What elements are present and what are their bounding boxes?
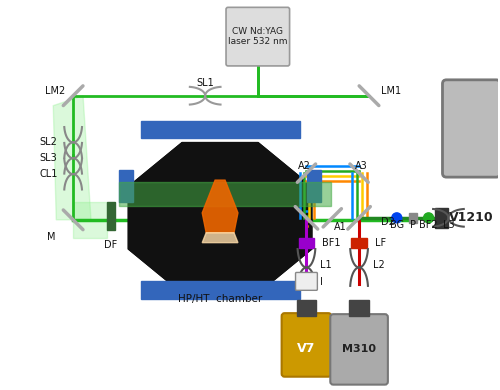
- Bar: [296, 300, 316, 316]
- Text: SL1: SL1: [196, 78, 214, 88]
- Text: LM1: LM1: [381, 86, 401, 96]
- Bar: [308, 170, 322, 202]
- Polygon shape: [202, 233, 238, 243]
- Text: V7: V7: [298, 342, 316, 355]
- Text: M: M: [47, 232, 56, 242]
- Text: D1: D1: [271, 217, 284, 227]
- Text: HP/HT  chamber: HP/HT chamber: [178, 294, 262, 304]
- Circle shape: [392, 213, 402, 223]
- Text: BF1: BF1: [322, 238, 341, 248]
- Bar: [434, 208, 448, 228]
- Bar: [140, 121, 300, 138]
- Text: LM2: LM2: [46, 86, 66, 96]
- Polygon shape: [128, 143, 312, 293]
- Bar: [351, 238, 367, 248]
- Text: DF: DF: [104, 240, 118, 250]
- FancyBboxPatch shape: [226, 7, 290, 66]
- Text: L2: L2: [373, 259, 384, 269]
- Text: D2: D2: [381, 217, 395, 227]
- Text: M310: M310: [342, 344, 376, 354]
- FancyBboxPatch shape: [330, 314, 388, 385]
- FancyBboxPatch shape: [296, 273, 318, 290]
- Bar: [119, 182, 332, 206]
- Polygon shape: [54, 96, 91, 220]
- Text: P: P: [410, 220, 416, 230]
- Bar: [298, 238, 314, 248]
- FancyBboxPatch shape: [442, 80, 500, 177]
- Text: SL2: SL2: [40, 137, 57, 147]
- Text: L1: L1: [320, 259, 332, 269]
- Bar: [140, 281, 300, 299]
- FancyBboxPatch shape: [282, 313, 332, 377]
- Text: BF2: BF2: [420, 220, 438, 230]
- Text: I: I: [320, 277, 323, 287]
- Text: A1: A1: [334, 222, 347, 232]
- Text: CW Nd:YAG
laser 532 nm: CW Nd:YAG laser 532 nm: [228, 27, 288, 46]
- Circle shape: [424, 213, 434, 223]
- Bar: [408, 213, 416, 223]
- Text: LF: LF: [375, 238, 386, 248]
- Text: A2: A2: [298, 161, 311, 171]
- Text: SL3: SL3: [40, 153, 57, 163]
- Polygon shape: [202, 180, 238, 233]
- Text: L3: L3: [442, 220, 454, 230]
- Polygon shape: [73, 202, 107, 238]
- Text: V1210: V1210: [449, 211, 494, 224]
- Bar: [349, 300, 369, 316]
- Text: CL1: CL1: [40, 169, 58, 179]
- Bar: [119, 170, 132, 202]
- Bar: [107, 202, 115, 230]
- Text: A3: A3: [354, 161, 368, 171]
- Text: BG: BG: [390, 220, 404, 230]
